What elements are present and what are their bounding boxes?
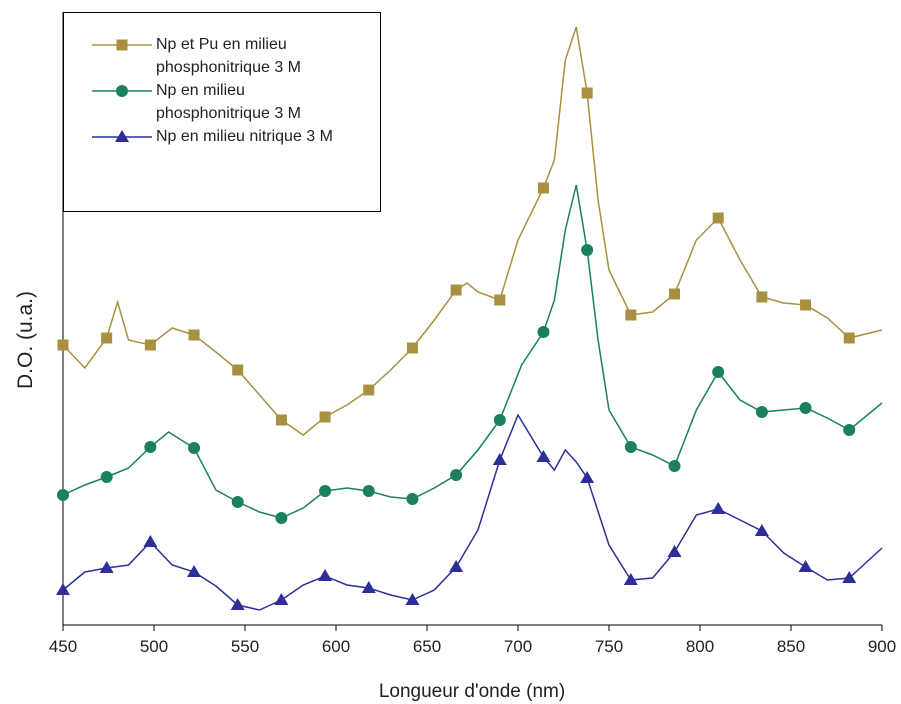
marker — [843, 332, 855, 344]
marker — [363, 384, 375, 396]
legend-icon — [92, 130, 152, 142]
marker — [275, 512, 288, 524]
marker — [99, 561, 114, 573]
legend-icon — [92, 39, 152, 51]
marker — [492, 453, 507, 465]
marker — [493, 414, 506, 426]
marker — [755, 406, 768, 418]
marker — [319, 411, 331, 423]
x-tick-label: 850 — [777, 637, 805, 656]
marker — [580, 471, 595, 483]
marker — [623, 573, 638, 585]
x-tick-label: 500 — [140, 637, 168, 656]
marker — [318, 569, 333, 581]
legend-entry: Np et Pu en milieu phosphonitrique 3 M — [64, 33, 361, 79]
marker — [754, 524, 769, 536]
marker — [494, 294, 506, 306]
marker — [143, 535, 158, 547]
marker — [843, 424, 856, 436]
marker — [581, 244, 594, 256]
marker — [450, 284, 462, 296]
marker — [362, 485, 375, 497]
marker — [536, 450, 551, 462]
marker — [712, 212, 724, 224]
marker — [116, 39, 128, 51]
marker — [230, 598, 245, 610]
x-tick-label: 550 — [231, 637, 259, 656]
marker — [274, 593, 289, 605]
marker — [275, 414, 287, 426]
x-tick-label: 800 — [686, 637, 714, 656]
legend-label: Np et Pu en milieu phosphonitrique 3 M — [156, 36, 301, 76]
marker — [57, 339, 69, 351]
marker — [842, 571, 857, 583]
marker — [144, 339, 156, 351]
marker — [625, 309, 637, 321]
marker — [188, 329, 200, 341]
marker — [101, 332, 113, 344]
marker — [406, 342, 418, 354]
marker — [799, 402, 812, 414]
series-line — [62, 413, 883, 611]
legend-icon — [92, 85, 152, 97]
marker — [537, 182, 549, 194]
marker — [144, 441, 157, 453]
marker — [405, 593, 420, 605]
marker — [406, 493, 419, 505]
marker — [361, 581, 376, 593]
legend-label: Np en milieu nitrique 3 M — [156, 128, 333, 145]
x-tick-label: 700 — [504, 637, 532, 656]
y-axis-label: D.O. (u.a.) — [14, 291, 37, 389]
x-tick-label: 900 — [868, 637, 896, 656]
marker — [711, 502, 726, 514]
marker — [319, 485, 332, 497]
marker — [187, 565, 202, 577]
legend-entry: Np en milieu nitrique 3 M — [64, 125, 361, 148]
marker — [450, 469, 463, 481]
marker — [756, 291, 768, 303]
x-tick-label: 600 — [322, 637, 350, 656]
marker — [188, 442, 201, 454]
marker — [232, 364, 244, 376]
marker — [800, 299, 812, 311]
marker — [57, 489, 69, 501]
legend-label: Np en milieu phosphonitrique 3 M — [156, 82, 301, 122]
x-tick-label: 450 — [49, 637, 77, 656]
marker — [712, 366, 725, 378]
marker — [798, 560, 813, 572]
marker — [100, 471, 113, 483]
series-line — [62, 184, 883, 519]
marker — [537, 326, 550, 338]
marker — [624, 441, 637, 453]
x-axis-label: Longueur d'onde (nm) — [379, 681, 565, 702]
marker — [667, 545, 682, 557]
legend-entry: Np en milieu phosphonitrique 3 M — [64, 79, 361, 125]
marker — [668, 460, 681, 472]
marker — [449, 560, 464, 572]
marker — [669, 288, 681, 300]
legend: Np et Pu en milieu phosphonitrique 3 M Np… — [63, 12, 381, 212]
marker — [231, 496, 244, 508]
marker — [116, 85, 128, 97]
x-tick-label: 750 — [595, 637, 623, 656]
marker — [115, 130, 129, 142]
marker — [581, 87, 593, 99]
x-tick-label: 650 — [413, 637, 441, 656]
marker — [56, 583, 70, 595]
